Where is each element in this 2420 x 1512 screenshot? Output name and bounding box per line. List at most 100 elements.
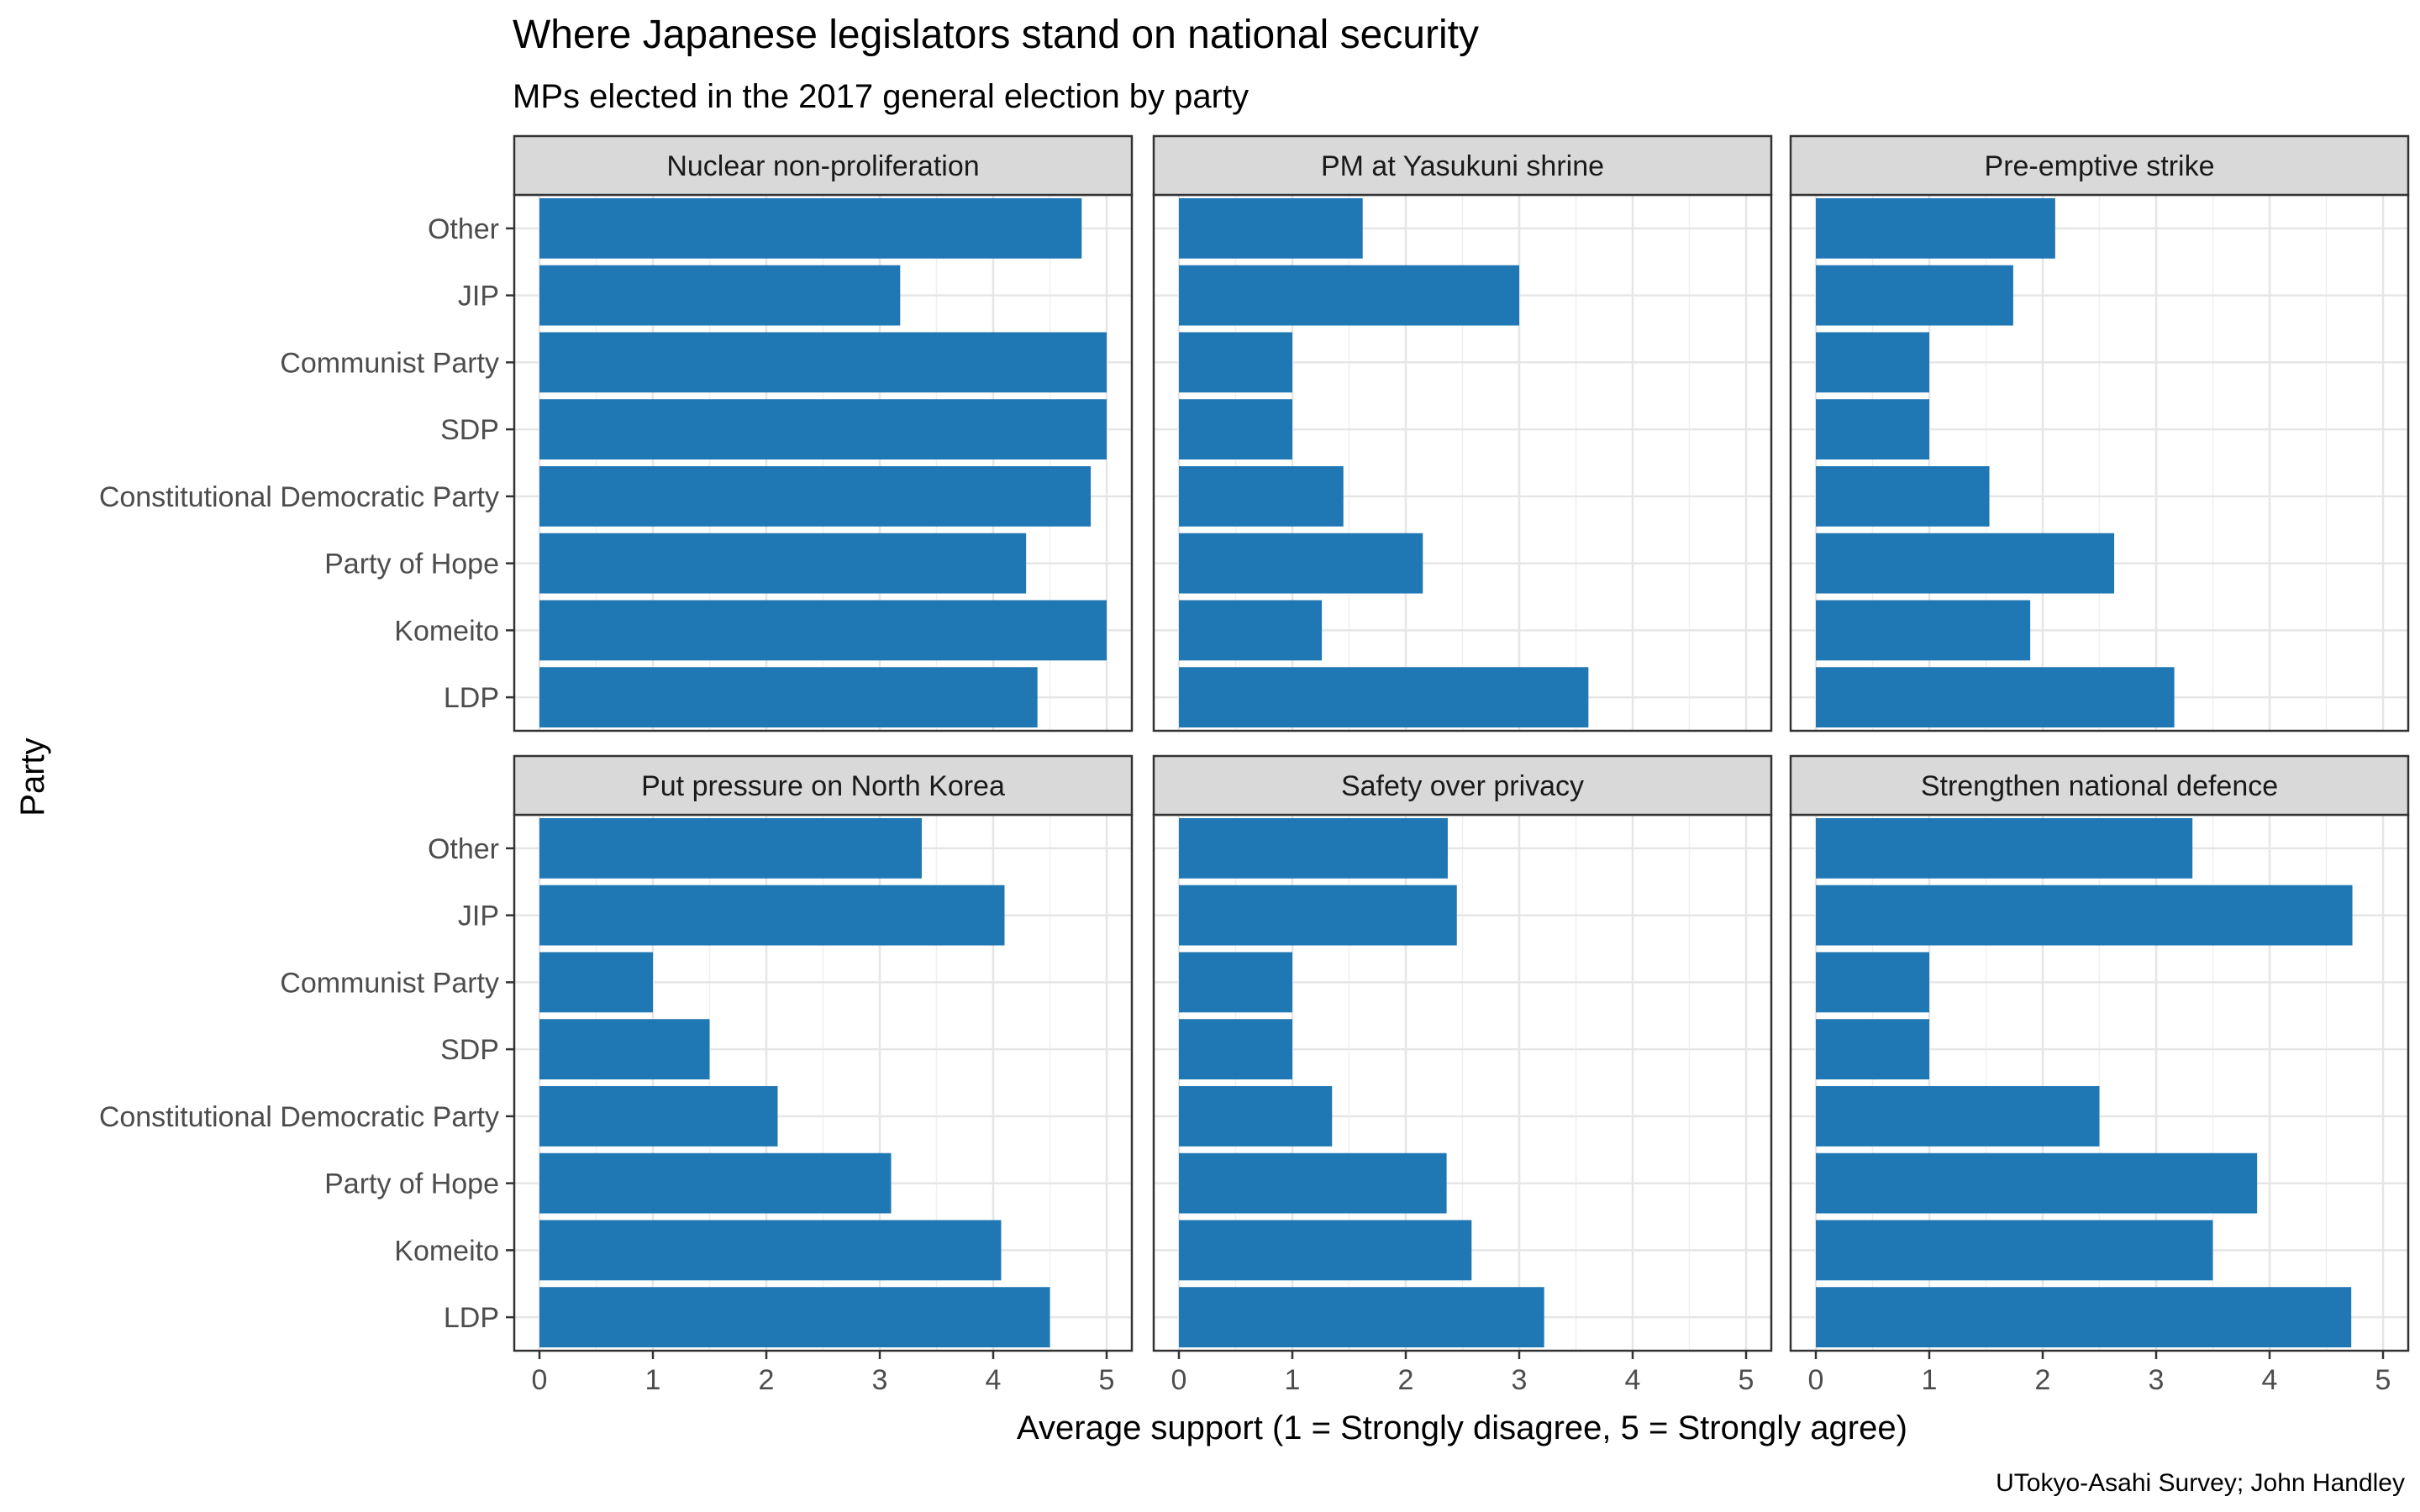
bar	[539, 1019, 710, 1080]
x-tick-label: 4	[2262, 1364, 2278, 1396]
bar	[539, 1152, 892, 1214]
facet-label: Put pressure on North Korea	[641, 770, 1005, 802]
y-tick-label: Party of Hope	[324, 549, 499, 580]
facet-label: Nuclear non-proliferation	[666, 150, 979, 182]
x-tick-label: 0	[1171, 1364, 1187, 1396]
bar	[1816, 600, 2031, 661]
y-tick-label: LDP	[444, 682, 499, 714]
facet-strip	[513, 134, 1134, 197]
bar	[1179, 399, 1292, 460]
facet-strip	[1789, 134, 2410, 197]
bar	[539, 465, 1092, 527]
bar	[1816, 265, 2013, 326]
facet-panel: Pre-emptive strike	[1789, 134, 2410, 732]
x-tick-label: 4	[1625, 1364, 1641, 1396]
bar	[1179, 1085, 1333, 1147]
y-tick-label: SDP	[440, 414, 499, 446]
x-axis-label: Average support (1 = Strongly disagree, …	[1017, 1410, 1907, 1446]
bar	[1816, 817, 2193, 879]
y-tick-label: Communist Party	[280, 967, 499, 999]
y-tick-label: Constitutional Democratic Party	[99, 1101, 499, 1133]
y-tick-label: JIP	[458, 900, 499, 932]
y-tick-label: Komeito	[394, 1235, 499, 1267]
facet-panel: Strengthen national defence 0 1 2 3 4 5	[1789, 754, 2410, 1396]
x-tick-label: 4	[986, 1364, 1002, 1396]
facet-label: Safety over privacy	[1341, 770, 1584, 802]
bar	[539, 1220, 1002, 1281]
bar	[1179, 1287, 1544, 1348]
bar	[1816, 952, 1929, 1013]
x-tick-label: 3	[872, 1364, 888, 1396]
x-tick-label: 1	[1285, 1364, 1301, 1396]
bar	[1816, 1152, 2258, 1214]
x-tick-label: 2	[2035, 1364, 2051, 1396]
facet-strip	[1152, 754, 1773, 816]
bar	[1816, 332, 1929, 393]
facet-panel: PM at Yasukuni shrine	[1152, 134, 1773, 732]
x-tick-label: 1	[1922, 1364, 1938, 1396]
x-tick-label: 5	[1739, 1364, 1754, 1396]
y-tick-label: Other	[428, 833, 499, 865]
y-tick-label: LDP	[444, 1302, 499, 1334]
y-tick-label: Other	[428, 213, 499, 245]
x-tick-label: 2	[1398, 1364, 1414, 1396]
bar	[539, 399, 1107, 460]
bar	[539, 885, 1005, 946]
chart-subtitle: MPs elected in the 2017 general election…	[513, 78, 1249, 115]
bar	[539, 1287, 1050, 1348]
bar	[1179, 600, 1323, 661]
bar	[1816, 1287, 2352, 1348]
x-tick-label: 3	[2149, 1364, 2165, 1396]
x-tick-label: 5	[2375, 1364, 2391, 1396]
bar	[1179, 1220, 1472, 1281]
bar	[539, 817, 922, 879]
bar	[1179, 1019, 1292, 1080]
bar	[1179, 667, 1589, 728]
y-axis-label: Party	[14, 738, 51, 816]
bar	[1816, 667, 2175, 728]
bar	[1816, 1085, 2100, 1147]
bar	[1179, 1152, 1447, 1214]
y-tick-label: Party of Hope	[324, 1168, 499, 1200]
bar	[539, 600, 1107, 661]
x-tick-label: 1	[645, 1364, 661, 1396]
bar	[1179, 265, 1519, 326]
bar	[539, 332, 1107, 393]
bar	[539, 197, 1082, 259]
bar	[1179, 952, 1292, 1013]
y-tick-label: Constitutional Democratic Party	[99, 481, 499, 513]
facet-panels: Nuclear non-proliferation Other JIP Communi…	[99, 134, 2410, 1396]
bar	[1816, 1220, 2213, 1281]
bar	[1179, 332, 1292, 393]
bar	[1816, 533, 2115, 594]
bar	[539, 533, 1027, 594]
bar	[1816, 1019, 1929, 1080]
bar	[539, 265, 901, 326]
y-tick-label: Komeito	[394, 615, 499, 647]
y-tick-label: SDP	[440, 1034, 499, 1066]
y-tick-label: Communist Party	[280, 347, 499, 379]
bar	[1179, 197, 1363, 259]
x-tick-label: 0	[532, 1364, 548, 1396]
y-tick-label: JIP	[458, 281, 499, 312]
bar	[539, 1085, 778, 1147]
bar	[1816, 197, 2055, 259]
facet-label: Strengthen national defence	[1921, 770, 2278, 802]
x-tick-label: 3	[1512, 1364, 1528, 1396]
bar	[1179, 817, 1448, 879]
x-tick-label: 0	[1808, 1364, 1824, 1396]
bar	[1179, 885, 1457, 946]
x-tick-label: 5	[1099, 1364, 1115, 1396]
caption: UTokyo-Asahi Survey; John Handley	[1996, 1469, 2405, 1497]
facet-label: Pre-emptive strike	[1985, 150, 2215, 182]
bar	[1816, 399, 1929, 460]
bar	[1179, 533, 1423, 594]
facet-label: PM at Yasukuni shrine	[1321, 150, 1604, 182]
bar	[539, 952, 653, 1013]
x-tick-label: 2	[759, 1364, 775, 1396]
bar	[1179, 465, 1344, 527]
facet-strip	[513, 754, 1134, 816]
facet-strip	[1152, 134, 1773, 197]
chart-title: Where Japanese legislators stand on nati…	[513, 13, 1479, 57]
